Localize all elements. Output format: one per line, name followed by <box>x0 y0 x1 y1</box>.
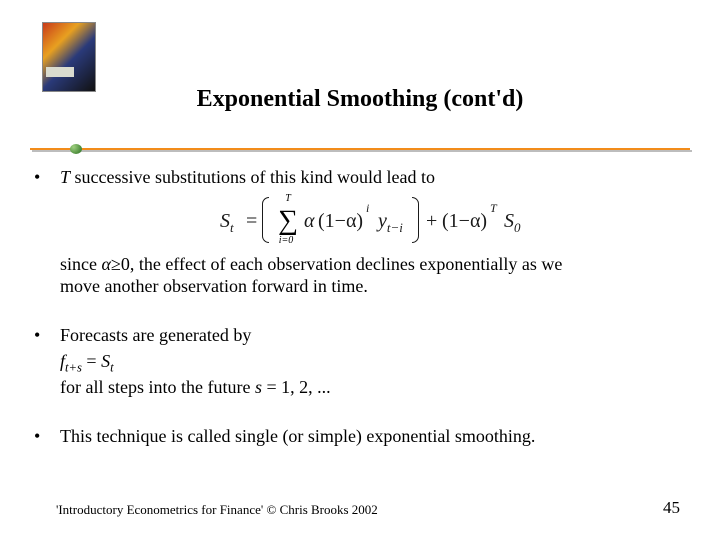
bullet-1-lead-rest: successive substitutions of this kind wo… <box>70 167 435 187</box>
b1-zero: 0, the effect of each observation declin… <box>121 254 563 274</box>
bullet-3-text: This technique is called single (or simp… <box>60 425 690 448</box>
b1-after2: move another observation forward in time… <box>60 276 368 296</box>
slide: Exponential Smoothing (cont'd) • T succe… <box>0 0 720 540</box>
b2-mid: = <box>82 351 101 371</box>
eq-y-sub: t−i <box>387 220 403 235</box>
b1-geq: ≥ <box>111 254 121 274</box>
rule-shadow <box>32 150 692 152</box>
eq-1ma-1: (1−α) <box>318 209 363 234</box>
eq-1ma-2: (1−α) <box>442 209 487 234</box>
bullet-2-line1: Forecasts are generated by <box>60 324 690 347</box>
bullet-mark-3: • <box>34 425 60 448</box>
bullet-1-lead-italic: T <box>60 167 70 187</box>
b2-f-sub: t+s <box>65 361 82 375</box>
b2-S-sub: t <box>110 361 114 375</box>
book-cover-thumbnail <box>42 22 96 92</box>
b2-S: S <box>101 351 110 371</box>
bullet-mark: • <box>34 166 60 189</box>
slide-title: Exponential Smoothing (cont'd) <box>0 86 720 113</box>
equation-main: St = T ∑ i=0 α (1−α) i yt−i + (1−α) T S0 <box>60 195 690 247</box>
eq-sigma-icon: ∑ <box>278 203 298 238</box>
eq-equals-1: = <box>246 209 257 234</box>
eq-plus: + <box>426 209 437 234</box>
eq-y: yt−i <box>378 209 403 236</box>
slide-body: • T successive substitutions of this kin… <box>34 166 690 451</box>
eq-sum-bot: i=0 <box>271 235 301 248</box>
eq-S-sym: S <box>220 210 230 232</box>
bullet-2-eq: ft+s = St <box>60 350 690 376</box>
eq-exp-i: i <box>366 201 369 216</box>
title-underline <box>30 148 690 152</box>
footer-citation: 'Introductory Econometrics for Finance' … <box>56 502 378 518</box>
bullet-1: • T successive substitutions of this kin… <box>34 166 690 189</box>
b2-l3b: = 1, 2, ... <box>262 377 331 397</box>
eq-S0: S0 <box>504 209 521 236</box>
eq-y-sym: y <box>378 210 387 232</box>
bullet-2: • Forecasts are generated by <box>34 324 690 347</box>
eq-S0-sub: 0 <box>514 220 521 235</box>
b2-l3s: s <box>255 377 262 397</box>
eq-lparen-big <box>262 197 269 243</box>
rule-dot-icon <box>70 144 82 154</box>
eq-S0-sym: S <box>504 210 514 232</box>
b2-l3a: for all steps into the future <box>60 377 255 397</box>
bullet-3: • This technique is called single (or si… <box>34 425 690 448</box>
bullet-1-after: since α≥0, the effect of each observatio… <box>60 253 690 298</box>
eq-alpha-1: α <box>304 209 315 234</box>
b1-after-since: since <box>60 254 101 274</box>
eq-St: St <box>220 209 234 236</box>
eq-exp-T: T <box>490 201 497 216</box>
rule-line <box>30 148 690 150</box>
bullet-1-text: T successive substitutions of this kind … <box>60 166 690 189</box>
bullet-mark-2: • <box>34 324 60 347</box>
eq-rparen-big <box>412 197 419 243</box>
b1-alpha: α <box>101 254 110 274</box>
bullet-2-line3: for all steps into the future s = 1, 2, … <box>60 376 690 399</box>
eq-St-sub: t <box>230 220 234 235</box>
page-number: 45 <box>663 498 680 518</box>
